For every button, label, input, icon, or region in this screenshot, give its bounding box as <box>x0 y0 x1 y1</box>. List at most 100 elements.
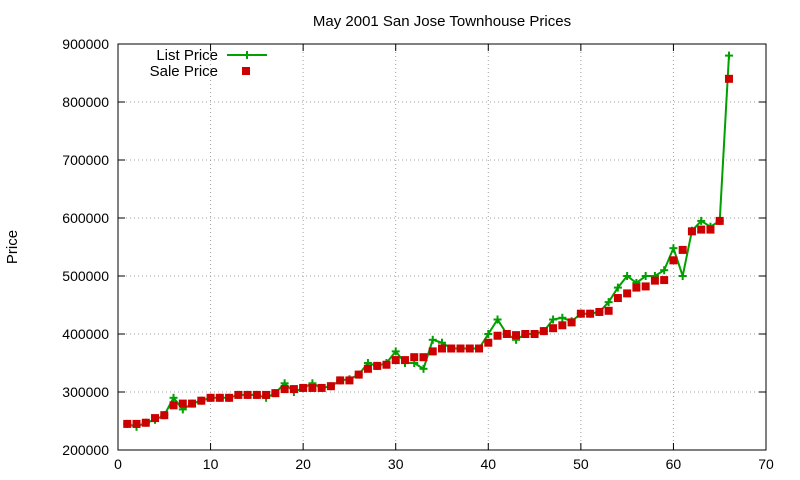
legend-sample-sale-price <box>242 67 250 75</box>
sale-price-point <box>697 225 706 234</box>
legend-sample-list-price <box>227 51 267 59</box>
sale-price-point <box>512 331 521 340</box>
list-price-point <box>428 335 437 344</box>
sale-price-point <box>484 338 493 347</box>
grid <box>118 44 766 450</box>
x-tick-label: 70 <box>758 456 774 472</box>
sale-price-point <box>539 327 548 336</box>
x-tick-label: 40 <box>480 456 496 472</box>
sale-price-point <box>521 330 530 338</box>
ticks <box>117 43 767 451</box>
list-price-point <box>669 244 678 253</box>
y-tick-label: 400000 <box>62 326 109 342</box>
list-price-point <box>613 283 622 292</box>
sale-price-point <box>438 344 446 353</box>
y-tick-label: 600000 <box>62 210 109 226</box>
sale-price-point <box>502 330 511 338</box>
sale-price-point <box>271 389 280 398</box>
list-price-point <box>678 272 687 280</box>
sale-price-point <box>428 347 437 356</box>
tick-labels: 0 10 20 30 40 50 60 70 200000 300000 400000 500000 6… <box>62 36 774 472</box>
list-price-point <box>604 298 613 307</box>
series-list-price <box>123 51 733 431</box>
sale-price-point <box>317 383 326 392</box>
sale-price-point <box>262 390 271 399</box>
list-price-line <box>126 55 730 428</box>
sale-price-point <box>447 344 456 353</box>
sale-price-point <box>326 382 335 391</box>
sale-price-point <box>234 390 243 399</box>
sale-price-point <box>419 353 428 362</box>
sale-price-point <box>456 344 465 353</box>
sale-price-point <box>382 360 391 369</box>
x-tick-label: 0 <box>114 456 122 472</box>
sale-price-point <box>215 393 224 402</box>
y-tick-label: 700000 <box>62 152 109 168</box>
sale-price-point <box>613 294 622 303</box>
sale-price-point <box>604 306 613 315</box>
sale-price-point <box>465 344 474 353</box>
sale-price-point <box>132 419 141 428</box>
sale-price-point <box>178 399 187 408</box>
legend-label-list-price: List Price <box>156 47 218 64</box>
sale-price-point <box>345 376 354 385</box>
list-price-point <box>484 330 493 338</box>
sale-price-point <box>678 245 687 254</box>
sale-price-point <box>632 283 641 292</box>
sale-price-point <box>493 331 502 340</box>
y-tick-label: 900000 <box>62 36 109 52</box>
sale-price-point <box>280 385 289 394</box>
sale-price-point <box>252 390 261 399</box>
x-tick-label: 20 <box>295 456 311 472</box>
sale-price-point <box>363 364 372 373</box>
sale-price-point <box>475 344 484 353</box>
chart-title: May 2001 San Jose Townhouse Prices <box>313 13 571 30</box>
sale-price-point <box>641 282 650 291</box>
sale-price-point <box>391 356 400 365</box>
list-price-point <box>697 216 706 225</box>
sale-price-point <box>669 256 678 265</box>
list-price-point <box>558 313 567 322</box>
sale-price-point <box>169 401 178 410</box>
x-tick-label: 60 <box>666 456 682 472</box>
sale-price-point <box>549 324 558 333</box>
sale-price-point <box>410 353 419 362</box>
list-price-point <box>493 315 502 324</box>
sale-price-point <box>197 396 206 405</box>
y-tick-label: 200000 <box>62 442 109 458</box>
sale-price-point <box>243 390 252 399</box>
sale-price-point <box>123 419 132 428</box>
list-price-point <box>623 272 632 280</box>
list-price-point <box>169 393 178 402</box>
sale-price-point <box>336 376 345 385</box>
x-tick-label: 50 <box>573 456 589 472</box>
y-axis-label: Price <box>4 230 21 264</box>
sale-price-point <box>206 393 215 402</box>
legend-square-sale-price <box>242 67 250 75</box>
legend-label-sale-price: Sale Price <box>150 63 218 80</box>
series-layer <box>123 51 733 431</box>
x-tick-label: 10 <box>203 456 219 472</box>
sale-price-point <box>400 356 409 365</box>
sale-price-point <box>715 216 724 225</box>
y-tick-label: 500000 <box>62 268 109 284</box>
sale-price-point <box>141 418 150 427</box>
sale-price-point <box>623 289 632 298</box>
sale-price-point <box>724 74 733 83</box>
list-price-point <box>724 51 733 60</box>
sale-price-point <box>530 330 539 338</box>
sale-price-point <box>188 399 197 408</box>
list-price-point <box>391 347 400 356</box>
list-price-point <box>419 364 428 373</box>
sale-price-point <box>289 385 298 394</box>
series-sale-price <box>123 74 733 428</box>
sale-price-point <box>299 383 308 392</box>
sale-price-point <box>650 276 659 285</box>
sale-price-point <box>373 361 382 370</box>
sale-price-point <box>586 309 595 318</box>
sale-price-point <box>558 321 567 330</box>
sale-price-point <box>225 393 234 402</box>
sale-price-point <box>308 383 317 392</box>
sale-price-point <box>706 225 715 234</box>
